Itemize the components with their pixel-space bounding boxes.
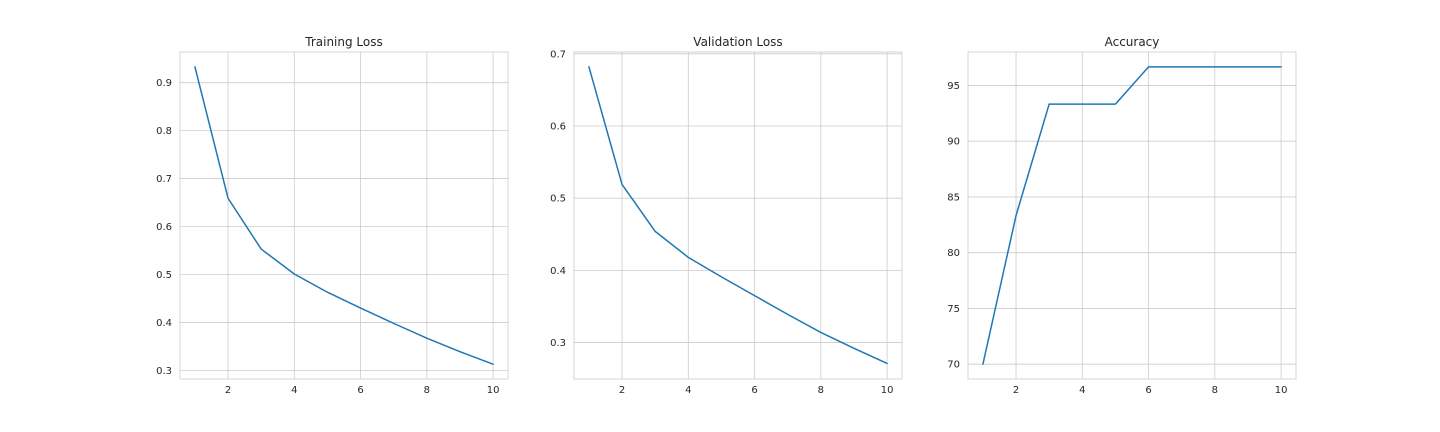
- series-line: [194, 66, 494, 365]
- x-tick-label: 4: [291, 385, 297, 396]
- chart-title: Validation Loss: [693, 35, 782, 49]
- y-tick-label: 85: [947, 192, 960, 203]
- y-tick-label: 0.6: [550, 121, 566, 132]
- chart-title: Accuracy: [1105, 35, 1160, 49]
- axes-frame: [573, 51, 903, 380]
- y-tick-label: 0.5: [156, 270, 172, 281]
- x-tick-label: 8: [818, 385, 824, 396]
- x-tick-label: 8: [424, 385, 430, 396]
- chart-panel-2: 2 4 6 8 10 0.3 0.4 0.5 0.6 0.7 Validation Loss: [550, 35, 903, 396]
- y-tick-label: 0.5: [550, 194, 566, 205]
- chart-title: Training Loss: [304, 35, 382, 49]
- x-tick-label: 6: [751, 385, 757, 396]
- axes-frame: [967, 51, 1297, 380]
- chart-panel-1: 2 4 6 8 10 0.3 0.4 0.5 0.6 0.7 0.8 0.9 Training Loss: [156, 35, 509, 396]
- x-tick-label: 10: [487, 385, 500, 396]
- y-tick-label: 80: [947, 248, 960, 259]
- x-tick-label: 2: [619, 385, 625, 396]
- x-tick-label: 6: [357, 385, 363, 396]
- x-tick-label: 10: [1275, 385, 1288, 396]
- x-tick-label: 2: [1013, 385, 1019, 396]
- y-tick-label: 0.4: [156, 318, 172, 329]
- plot-area: [968, 52, 1296, 379]
- x-tick-label: 2: [225, 385, 231, 396]
- y-tick-label: 0.3: [550, 338, 566, 349]
- x-tick-label: 10: [881, 385, 894, 396]
- series-line: [982, 66, 1282, 365]
- axes-frame: [179, 51, 509, 380]
- y-tick-label: 95: [947, 81, 960, 92]
- y-tick-label: 0.6: [156, 222, 172, 233]
- series-line: [588, 66, 888, 365]
- x-tick-label: 8: [1212, 385, 1218, 396]
- y-tick-label: 0.7: [550, 49, 566, 60]
- x-tick-label: 4: [685, 385, 691, 396]
- y-tick-label: 0.4: [550, 266, 566, 277]
- x-tick-label: 4: [1079, 385, 1085, 396]
- chart-panel-3: 2 4 6 8 10 70 75 80 85 90 95 Accuracy: [947, 35, 1297, 396]
- plot-area: [574, 52, 902, 379]
- x-tick-label: 6: [1145, 385, 1151, 396]
- y-tick-label: 0.8: [156, 126, 172, 137]
- y-tick-label: 70: [947, 360, 960, 371]
- y-tick-label: 0.9: [156, 78, 172, 89]
- plot-area: [180, 52, 508, 379]
- y-tick-label: 0.7: [156, 174, 172, 185]
- y-tick-label: 75: [947, 304, 960, 315]
- y-tick-label: 0.3: [156, 366, 172, 377]
- y-tick-label: 90: [947, 137, 960, 148]
